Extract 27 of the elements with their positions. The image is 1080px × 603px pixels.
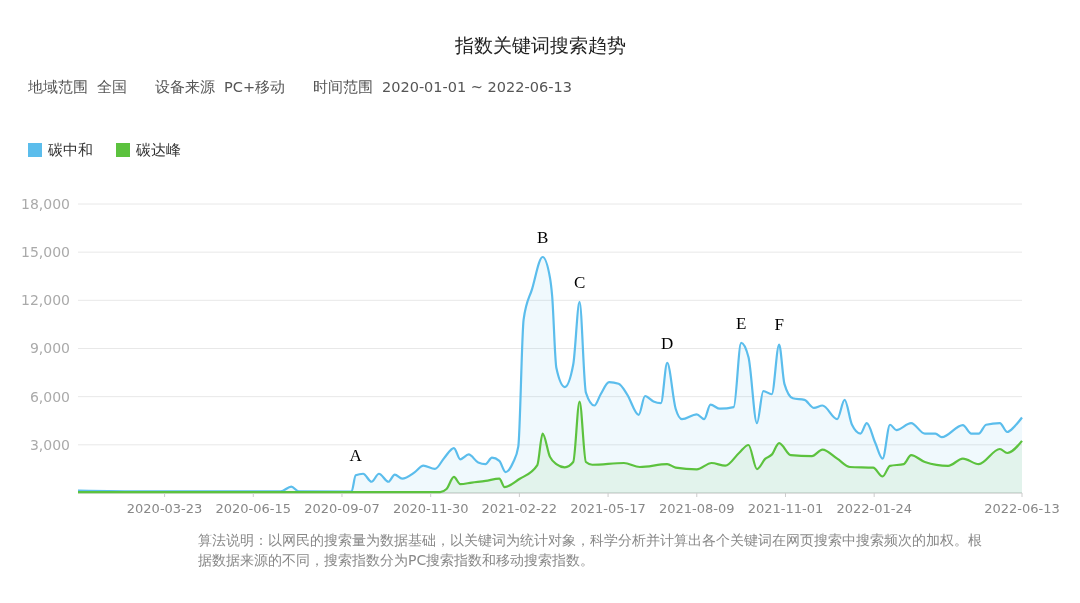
legend-label: 碳中和 [47, 141, 93, 159]
x-tick-label: 2022-01-24 [836, 501, 912, 516]
y-tick-label: 6,000 [29, 388, 70, 405]
annotation: E [735, 313, 747, 333]
x-tick-label: 2022-06-13 [984, 501, 1060, 516]
x-tick-label: 2021-05-17 [570, 501, 646, 516]
x-tick-label: 2020-06-15 [215, 501, 292, 516]
y-tick-label: 3,000 [29, 436, 70, 453]
x-tick-label: 2020-11-30 [392, 501, 469, 516]
annotation: F [774, 315, 784, 335]
x-tick-label: 2020-03-23 [126, 501, 203, 516]
legend-label: 碳达峰 [135, 141, 181, 159]
annotation: B [536, 227, 549, 247]
y-tick-label: 15,000 [21, 244, 70, 261]
x-tick-label: 2021-08-09 [658, 501, 735, 516]
chart-subtitle: 地域范围 全国 设备来源 PC+移动 时间范围 2020-01-01 ~ 2022-06-13 [27, 79, 572, 95]
y-tick-label: 9,000 [29, 340, 70, 357]
annotation: A [349, 446, 363, 466]
x-tick-label: 2020-09-07 [304, 501, 380, 516]
annotation: C [573, 272, 586, 292]
text: 算法说明：以网民的搜索量为数据基础，以关键词为统计对象，科学分析并计算出各个关键词在网页搜索中搜索频次的加权。根据数据来源的不同，搜索指数分为PC搜索指数和移动搜索指数。 [198, 532, 982, 568]
annotation: D [661, 333, 674, 353]
y-tick-label: 18,000 [21, 195, 70, 212]
x-tick-label: 2021-02-22 [481, 501, 558, 516]
y-tick-label: 12,000 [21, 292, 70, 309]
chart-title: 指数关键词搜索趋势 [453, 34, 626, 56]
x-tick-label: 2021-11-01 [747, 501, 824, 516]
